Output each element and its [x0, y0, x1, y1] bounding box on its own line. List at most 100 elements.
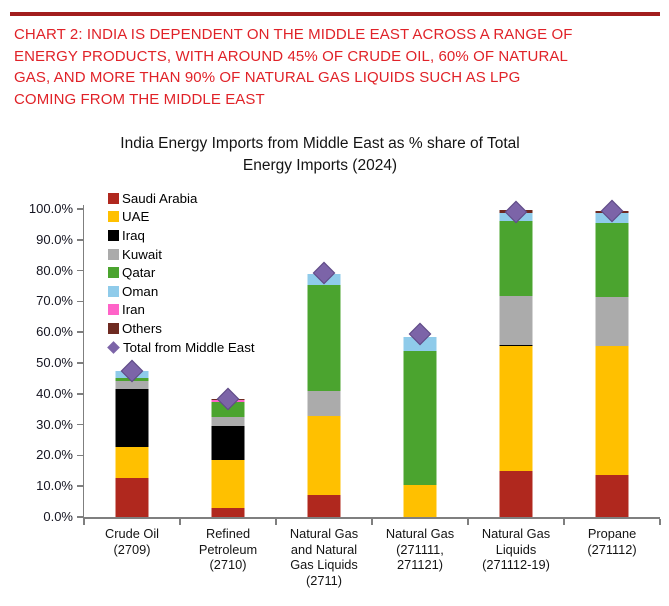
legend-item-oman: Oman	[108, 282, 255, 301]
chart-legend: Saudi Arabia UAE Iraq Kuwait Qatar Oman Iran Ot…	[107, 189, 255, 357]
y-tick-label: 80.0%	[36, 262, 73, 278]
legend-label: Oman	[122, 283, 159, 299]
x-tick	[467, 518, 469, 525]
y-tick	[76, 485, 83, 487]
y-axis-line	[82, 205, 84, 519]
x-category-label-line: Gas Liquids	[290, 557, 358, 572]
x-tick	[83, 518, 85, 525]
legend-swatch-icon	[108, 304, 119, 316]
legend-label: UAE	[122, 209, 150, 225]
legend-label: Qatar	[122, 265, 156, 281]
y-tick-label: 90.0%	[36, 231, 73, 247]
bar-segment-kuwait	[115, 380, 149, 389]
legend-label: Iraq	[122, 227, 145, 243]
x-category-label-line: (2711)	[305, 572, 343, 588]
bar-segment-qatar	[595, 222, 629, 297]
legend-item-uae: UAE	[108, 208, 255, 227]
x-category-label: Natural Gas (271111, 271121)	[366, 526, 474, 573]
top-divider-rule	[10, 12, 660, 16]
category-3: Natural Gas and Natural Gas Liquids (2711)	[276, 209, 372, 588]
y-tick	[76, 208, 83, 210]
x-axis-line	[82, 517, 660, 519]
headline-line-1: CHART 2: INDIA IS DEPENDENT ON THE MIDDL…	[14, 26, 573, 43]
x-category-label: Refined Petroleum (2710)	[174, 526, 282, 573]
plot-area: 0.0% 10.0% 20.0% 30.0% 40.0% 50.0% 60.0% 70.0% 8…	[29, 199, 661, 588]
x-tick	[275, 518, 277, 525]
y-tick-label: 60.0%	[36, 324, 73, 340]
legend-swatch-icon	[108, 267, 119, 279]
stacked-bar	[307, 209, 341, 517]
legend-item-total-from-middle-east: Total from Middle East	[107, 338, 255, 357]
bar-segment-kuwait	[595, 296, 629, 347]
legend-swatch-icon	[108, 285, 119, 297]
bar-segment-iraq	[211, 426, 245, 460]
headline-line-4: COMING FROM THE MIDDLE EAST	[14, 90, 265, 108]
bar-segment-iraq	[115, 388, 149, 448]
y-tick	[76, 239, 83, 241]
x-category-label-line: Propane	[587, 526, 637, 541]
legend-item-iraq: Iraq	[108, 226, 255, 245]
bar-segment-uae	[499, 346, 533, 472]
x-tick	[179, 518, 181, 525]
x-category-label-line: Liquids	[495, 541, 537, 557]
bar-segment-saudi-arabia	[499, 471, 533, 517]
x-tick	[371, 518, 373, 525]
y-tick	[76, 423, 83, 426]
y-tick-label: 30.0%	[36, 416, 73, 432]
bar-segment-uae	[115, 447, 149, 478]
x-category-label-line: Refined	[205, 526, 251, 541]
bar-segment-saudi-arabia	[307, 494, 341, 517]
legend-item-qatar: Qatar	[108, 263, 255, 282]
y-tick	[76, 393, 83, 395]
y-tick	[76, 362, 83, 364]
x-category-label-line: Natural Gas	[289, 526, 359, 541]
legend-swatch-icon	[108, 211, 119, 223]
x-category-label-line: Petroleum	[198, 541, 258, 557]
legend-swatch-icon	[108, 248, 119, 260]
x-category-label-line: Natural Gas	[385, 526, 455, 541]
bar-segment-uae	[595, 346, 629, 475]
y-tick-label: 10.0%	[36, 478, 73, 494]
category-5: Natural Gas Liquids (271112-19)	[468, 200, 564, 572]
legend-swatch-icon	[108, 229, 119, 241]
legend-label: Others	[122, 320, 162, 336]
legend-swatch-icon	[108, 322, 119, 334]
y-tick-label: 20.0%	[36, 447, 73, 463]
x-category-label-line: (271112)	[587, 541, 637, 557]
x-tick	[659, 518, 661, 525]
y-tick-label: 0.0%	[43, 509, 73, 524]
x-tick	[563, 518, 565, 525]
bar-segment-kuwait	[211, 416, 245, 427]
x-category-label-line: (271111,	[396, 541, 444, 557]
x-category-label: Propane (271112)	[558, 526, 666, 557]
stacked-bar	[403, 209, 437, 517]
chart-title: India Energy Imports from Middle East as…	[0, 133, 640, 177]
stacked-bar	[499, 209, 533, 517]
y-tick	[76, 331, 83, 333]
category-1: Crude Oil (2709)	[84, 209, 180, 557]
stacked-bar	[595, 209, 629, 517]
chart-title-line-2: Energy Imports (2024)	[242, 157, 398, 174]
legend-label: Saudi Arabia	[122, 190, 198, 206]
headline-line-2: ENERGY PRODUCTS, WITH AROUND 45% OF CRUD…	[14, 47, 568, 65]
bar-segment-qatar	[403, 351, 437, 485]
legend-item-others: Others	[108, 319, 255, 338]
bar-segment-saudi-arabia	[595, 474, 629, 517]
x-category-label: Natural Gas and Natural Gas Liquids (2711)	[270, 526, 378, 588]
category-6: Propane (271112)	[564, 199, 660, 557]
bar-segment-kuwait	[307, 391, 341, 417]
x-category-label-line: and Natural	[290, 541, 358, 557]
x-category-label-line: 271121)	[397, 557, 444, 572]
y-tick	[76, 516, 83, 518]
legend-item-saudi-arabia: Saudi Arabia	[108, 189, 255, 208]
bar-segment-qatar	[307, 284, 341, 392]
bar-segment-uae	[211, 459, 245, 509]
x-category-label-line: Natural Gas	[481, 526, 551, 541]
bar-segment-saudi-arabia	[115, 477, 149, 517]
bar-segment-saudi-arabia	[211, 508, 245, 517]
x-category-label-line: (2710)	[209, 557, 247, 572]
legend-label: Total from Middle East	[123, 339, 255, 355]
x-category-label-line: Crude Oil	[104, 526, 160, 541]
legend-label: Kuwait	[122, 246, 162, 262]
y-tick-label: 100.0%	[28, 201, 73, 216]
